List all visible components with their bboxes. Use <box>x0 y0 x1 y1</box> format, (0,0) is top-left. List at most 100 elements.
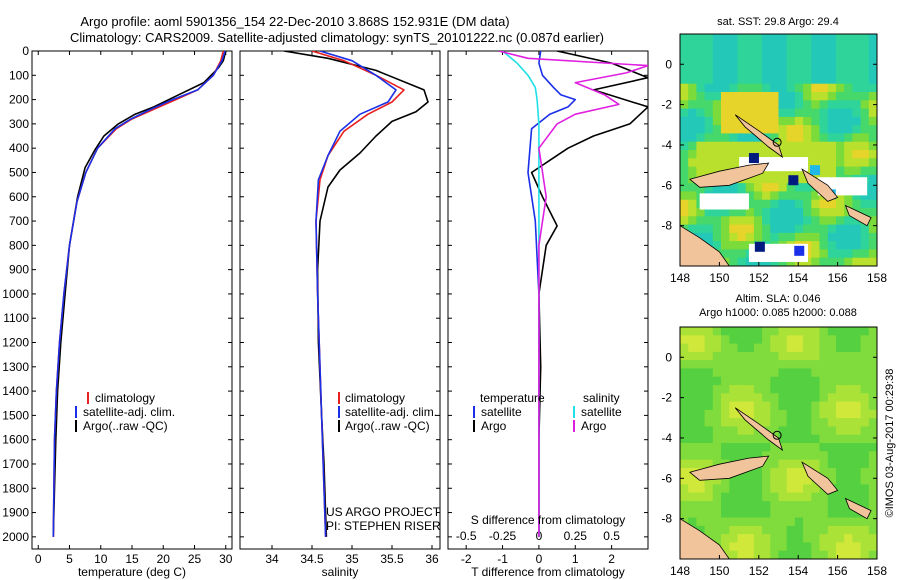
map-cell <box>745 443 755 452</box>
map-cell <box>688 476 697 485</box>
x-tick-label: 15 <box>125 552 139 566</box>
map-cell <box>712 133 722 143</box>
map-cell <box>786 83 796 93</box>
map-cell <box>819 67 829 76</box>
map-cell <box>786 141 796 151</box>
map-cell <box>827 509 837 519</box>
map-cell <box>696 208 706 217</box>
map-cell <box>868 385 877 394</box>
map-cell <box>753 116 763 126</box>
map-cell <box>762 409 771 419</box>
map-cell <box>836 232 845 242</box>
map-cell <box>827 232 837 242</box>
map-cell <box>696 75 706 85</box>
map-cell <box>844 34 853 43</box>
map-cell <box>721 108 730 118</box>
sst-map-title: sat. SST: 29.8 Argo: 29.4 <box>717 16 839 28</box>
map-cell <box>729 492 739 502</box>
map-cell <box>721 224 730 234</box>
map-cell <box>819 199 829 209</box>
map-cell <box>745 393 755 403</box>
map-cell <box>680 426 689 436</box>
map-cell <box>836 484 845 494</box>
map-cell <box>778 343 788 353</box>
map-cell <box>680 492 689 502</box>
map-cell <box>819 492 829 502</box>
x-tick-label: 1 <box>572 552 579 566</box>
map-cell <box>737 257 747 266</box>
map-cell <box>688 75 697 85</box>
temperature-legend: climatology satellite-adj. clim. Argo(..… <box>75 391 175 433</box>
map-cell <box>811 368 821 378</box>
map-cell <box>803 343 812 353</box>
series-line-argo <box>52 51 227 537</box>
map-cell <box>688 191 697 201</box>
map-cell <box>762 42 771 52</box>
map-cell <box>721 67 730 76</box>
map-cell <box>860 232 870 242</box>
series-line-satellite <box>315 51 397 537</box>
map-cell <box>836 34 845 43</box>
map-cell <box>704 351 714 361</box>
x-tick-label: 152 <box>749 564 769 578</box>
map-cell <box>688 208 697 217</box>
map-cell <box>794 443 804 452</box>
map-cell <box>729 501 739 510</box>
map-cell <box>770 327 780 336</box>
map-cell <box>680 67 689 76</box>
map-cell <box>696 517 706 527</box>
map-cell <box>737 484 747 494</box>
map-cell <box>852 360 862 369</box>
map-cell <box>844 525 853 535</box>
map-cell <box>852 459 862 469</box>
map-cell <box>688 58 697 68</box>
map-cell <box>803 141 812 151</box>
map-cell <box>811 401 821 411</box>
map-cell <box>712 241 722 250</box>
y-tick-label: -6 <box>661 178 672 192</box>
map-cell <box>836 393 845 403</box>
map-cell <box>712 401 722 411</box>
map-cell <box>803 360 812 369</box>
map-cell <box>778 50 788 60</box>
map-cell <box>844 241 853 250</box>
map-cell <box>737 216 747 226</box>
map-cell <box>721 517 730 527</box>
map-cell <box>811 509 821 519</box>
map-cell <box>827 108 837 118</box>
map-cell <box>827 443 837 452</box>
map-cell <box>844 418 853 427</box>
map-cell <box>712 75 722 85</box>
map-cell <box>753 443 763 452</box>
map-cell <box>737 517 747 527</box>
map-cell <box>762 116 771 126</box>
data-cell <box>748 153 759 164</box>
map-cell <box>794 451 804 461</box>
map-cell <box>704 216 714 226</box>
map-cell <box>860 50 870 60</box>
map-cell <box>836 517 845 527</box>
map-cell <box>852 476 862 485</box>
map-cell <box>819 409 829 419</box>
map-cell <box>786 376 796 386</box>
map-cell <box>737 443 747 452</box>
map-cell <box>704 133 714 143</box>
land-mass <box>734 114 784 159</box>
map-cell <box>844 50 853 60</box>
map-cell <box>778 141 788 151</box>
map-cell <box>794 327 804 336</box>
map-cell <box>852 249 862 259</box>
map-cell <box>745 83 755 93</box>
map-cell <box>844 58 853 68</box>
map-cell <box>704 125 714 134</box>
map-cell <box>868 166 877 176</box>
map-cell <box>770 343 780 353</box>
land-mass <box>680 518 730 559</box>
map-cell <box>786 191 796 201</box>
map-cell <box>794 191 804 201</box>
map-cell <box>712 443 722 452</box>
map-cell <box>819 100 829 110</box>
map-cell <box>721 484 730 494</box>
map-cell <box>753 58 763 68</box>
map-cell <box>770 224 780 234</box>
